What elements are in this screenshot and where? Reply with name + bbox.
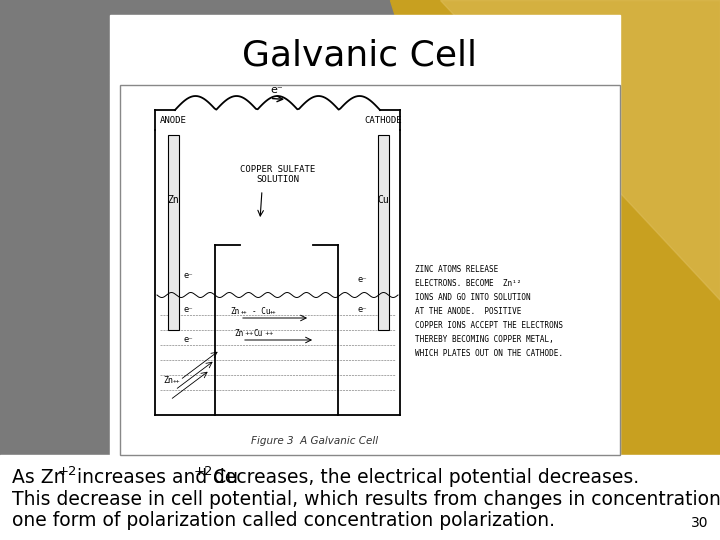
Text: increases and Cu: increases and Cu <box>71 468 238 487</box>
Text: +2: +2 <box>194 465 214 478</box>
Bar <box>0 455 720 540</box>
Bar <box>168 135 179 330</box>
Text: This decrease in cell potential, which results from changes in concentrations, i: This decrease in cell potential, which r… <box>12 490 720 509</box>
Text: Zn: Zn <box>163 376 173 385</box>
Polygon shape <box>440 0 720 300</box>
Bar <box>110 15 620 75</box>
Text: Zn: Zn <box>234 329 243 338</box>
Text: ELECTRONS. BECOME  Zn¹²: ELECTRONS. BECOME Zn¹² <box>415 279 521 288</box>
Text: ++: ++ <box>244 331 253 336</box>
Text: As Zn: As Zn <box>12 468 66 487</box>
Text: ZINC ATOMS RELEASE: ZINC ATOMS RELEASE <box>415 265 498 274</box>
Text: e⁻: e⁻ <box>357 275 367 285</box>
Text: e⁻: e⁻ <box>183 306 193 314</box>
Text: THEREBY BECOMING COPPER METAL,: THEREBY BECOMING COPPER METAL, <box>415 335 554 344</box>
Text: Cu: Cu <box>377 195 389 205</box>
Text: ++: ++ <box>173 378 181 383</box>
Text: e⁻: e⁻ <box>183 335 193 345</box>
Bar <box>378 135 389 330</box>
Text: AT THE ANODE.  POSITIVE: AT THE ANODE. POSITIVE <box>415 307 521 316</box>
Text: Galvanic Cell: Galvanic Cell <box>243 38 477 72</box>
Text: Zn: Zn <box>230 307 239 316</box>
Polygon shape <box>390 0 720 540</box>
Text: CATHODE: CATHODE <box>364 116 402 125</box>
Text: 30: 30 <box>690 516 708 530</box>
Text: COPPER IONS ACCEPT THE ELECTRONS: COPPER IONS ACCEPT THE ELECTRONS <box>415 321 563 330</box>
Text: e⁻: e⁻ <box>271 85 284 95</box>
Text: - Cu: - Cu <box>252 307 271 316</box>
Text: ++: ++ <box>241 309 248 314</box>
Text: +2: +2 <box>58 465 78 478</box>
Text: e⁻: e⁻ <box>357 306 367 314</box>
Bar <box>110 75 620 455</box>
Text: ANODE: ANODE <box>160 116 186 125</box>
Text: Figure 3  A Galvanic Cell: Figure 3 A Galvanic Cell <box>251 436 379 446</box>
Text: COPPER SULFATE
SOLUTION: COPPER SULFATE SOLUTION <box>240 165 315 184</box>
Text: WHICH PLATES OUT ON THE CATHODE.: WHICH PLATES OUT ON THE CATHODE. <box>415 349 563 358</box>
Text: one form of polarization called concentration polarization.: one form of polarization called concentr… <box>12 511 555 530</box>
Text: e⁻: e⁻ <box>183 271 193 280</box>
Text: Cu: Cu <box>254 329 264 338</box>
Text: Zn: Zn <box>167 195 179 205</box>
Text: IONS AND GO INTO SOLUTION: IONS AND GO INTO SOLUTION <box>415 293 531 302</box>
Text: ++: ++ <box>270 309 276 314</box>
Text: ++: ++ <box>264 331 274 336</box>
Text: decreases, the electrical potential decreases.: decreases, the electrical potential decr… <box>207 468 639 487</box>
Bar <box>120 85 620 455</box>
